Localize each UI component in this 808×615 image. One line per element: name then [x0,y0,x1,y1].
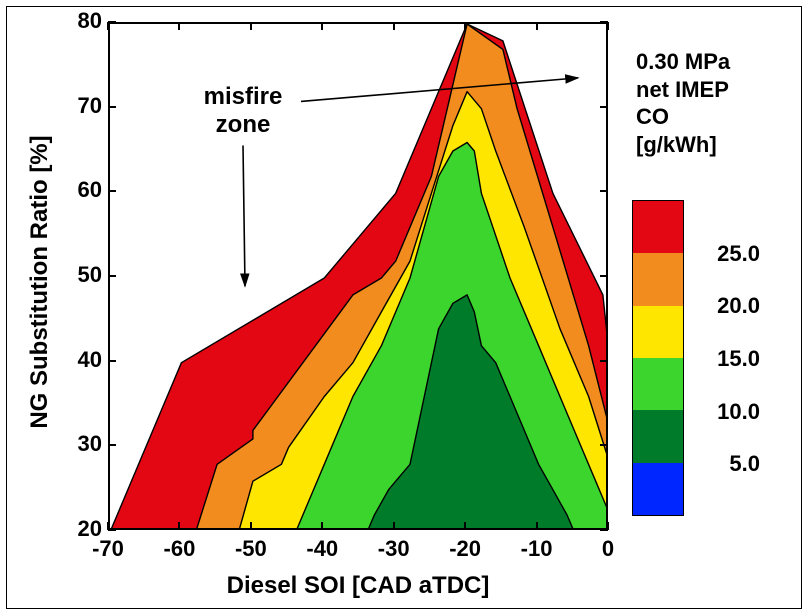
x-tick-label: -20 [435,536,495,562]
x-tick-label: 0 [578,536,638,562]
legend-value: 5.0 [690,451,760,477]
legend-band [633,306,683,358]
legend-band [633,201,683,253]
x-tick-label: -10 [507,536,567,562]
y-tick-label: 80 [56,8,102,34]
legend-band [633,253,683,305]
legend-value: 15.0 [690,346,760,372]
annotation-arrow [301,78,578,102]
annotation-arrows [108,22,608,530]
legend-band [633,358,683,410]
y-tick-label: 30 [56,431,102,457]
x-tick-label: -50 [221,536,281,562]
legend-value: 25.0 [690,241,760,267]
legend-value: 20.0 [690,293,760,319]
legend-band [633,410,683,462]
x-axis-label: Diesel SOI [CAD aTDC] [108,572,608,600]
legend-colorbar [632,200,684,516]
legend-value: 10.0 [690,399,760,425]
x-tick-label: -60 [149,536,209,562]
contour-chart: NG Substitution Ratio [%] Diesel SOI [CA… [0,0,808,615]
annotation-arrow [243,145,245,286]
y-tick-label: 50 [56,262,102,288]
legend-title: 0.30 MPa net IMEP CO [g/kWh] [636,48,730,158]
y-tick-label: 40 [56,347,102,373]
y-tick-label: 20 [56,516,102,542]
y-axis-label: NG Substitution Ratio [%] [26,132,54,432]
y-tick-label: 60 [56,177,102,203]
x-tick-label: -40 [292,536,352,562]
legend-band [633,463,683,515]
x-tick-label: -30 [364,536,424,562]
y-tick-label: 70 [56,93,102,119]
